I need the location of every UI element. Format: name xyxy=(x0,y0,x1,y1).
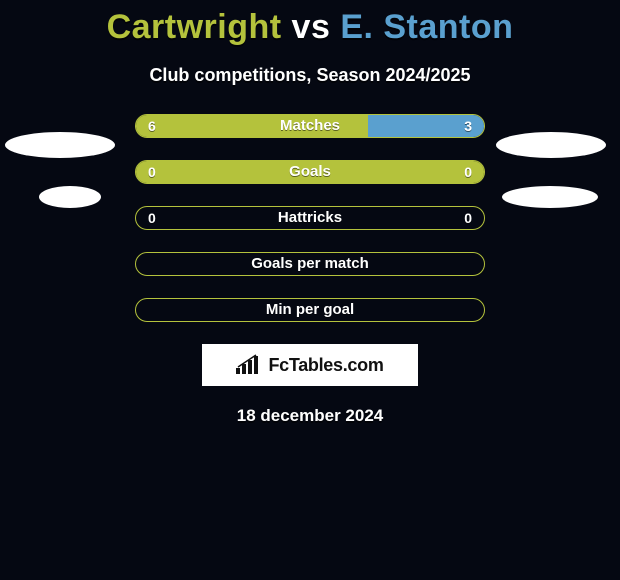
stat-row: 00Goals xyxy=(135,160,485,184)
stat-row: 00Hattricks xyxy=(135,206,485,230)
decor-ellipse xyxy=(5,132,115,158)
decor-ellipse xyxy=(39,186,101,208)
date-text: 18 december 2024 xyxy=(0,406,620,426)
stat-row: Min per goal xyxy=(135,298,485,322)
logo-text: FcTables.com xyxy=(268,355,383,376)
logo-box: FcTables.com xyxy=(202,344,418,386)
player2-name: E. Stanton xyxy=(340,8,513,46)
subtitle: Club competitions, Season 2024/2025 xyxy=(0,65,620,86)
bar-chart-icon xyxy=(236,354,262,376)
stat-row: 63Matches xyxy=(135,114,485,138)
decor-ellipse xyxy=(502,186,598,208)
vs-text: vs xyxy=(292,8,331,46)
page-title: Cartwright vs E. Stanton xyxy=(0,8,620,47)
comparison-widget: Cartwright vs E. Stanton Club competitio… xyxy=(0,8,620,426)
player1-name: Cartwright xyxy=(107,8,282,46)
stat-label: Matches xyxy=(136,115,484,137)
stat-row: Goals per match xyxy=(135,252,485,276)
decor-ellipse xyxy=(496,132,606,158)
stat-label: Min per goal xyxy=(136,299,484,321)
stat-label: Goals xyxy=(136,161,484,183)
stat-label: Hattricks xyxy=(136,207,484,229)
stat-label: Goals per match xyxy=(136,253,484,275)
